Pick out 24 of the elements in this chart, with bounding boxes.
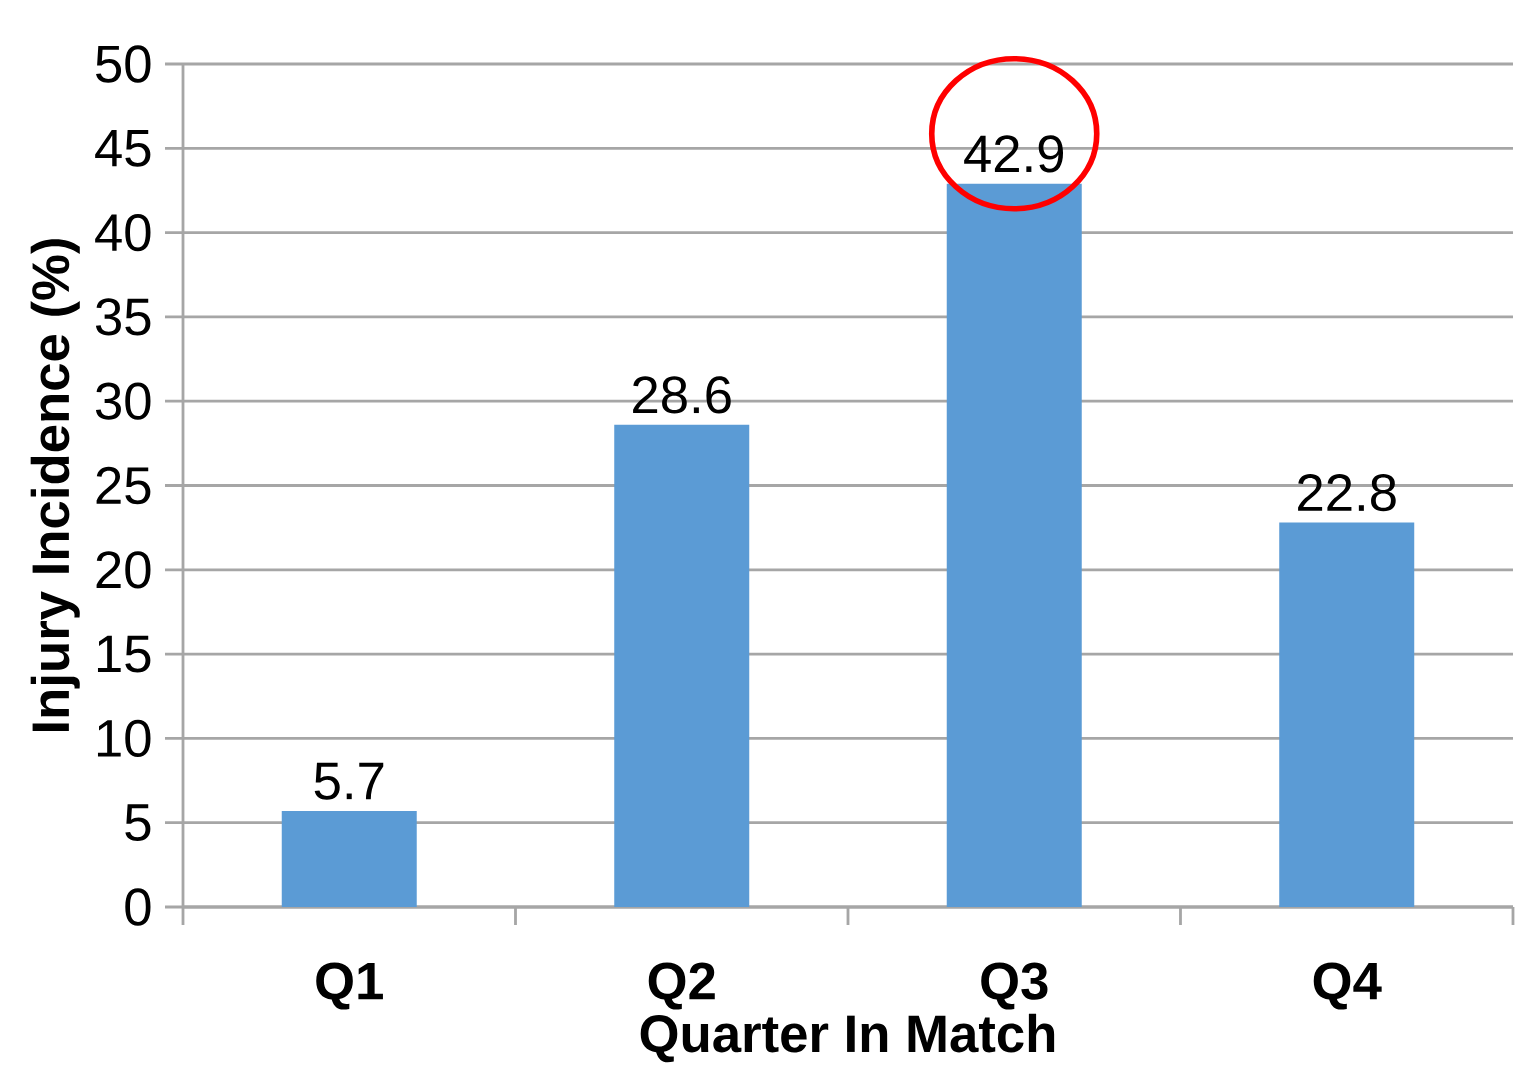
y-tick-label: 5 [125, 804, 151, 842]
y-tick-label: 10 [97, 719, 151, 758]
y-tick-label: 50 [96, 45, 151, 83]
data-label: 5.7 [314, 762, 384, 800]
y-axis-title: Injury Incidence (%) [30, 239, 80, 731]
y-tick-label: 45 [95, 129, 151, 167]
x-tick-label: Q4 [1313, 962, 1382, 1010]
bar [1279, 522, 1415, 907]
data-label: 42.9 [964, 135, 1064, 173]
bar [614, 424, 750, 907]
y-tick-label: 15 [97, 635, 151, 673]
data-label: 22.8 [1298, 474, 1396, 512]
y-tick-label: 40 [95, 213, 151, 252]
x-axis-title: Quarter In Match [640, 1013, 1055, 1063]
y-tick-label: 20 [96, 551, 151, 589]
data-label: 28.6 [633, 376, 731, 414]
y-tick-label: 30 [95, 382, 151, 420]
y-tick-label: 35 [95, 298, 151, 336]
y-tick-label: 25 [96, 466, 151, 505]
x-tick-label: Q2 [648, 962, 715, 1010]
y-tick-label: 0 [125, 888, 151, 926]
bar [281, 810, 417, 907]
x-tick-label: Q1 [316, 962, 383, 1010]
x-tick-label: Q3 [981, 962, 1048, 1010]
